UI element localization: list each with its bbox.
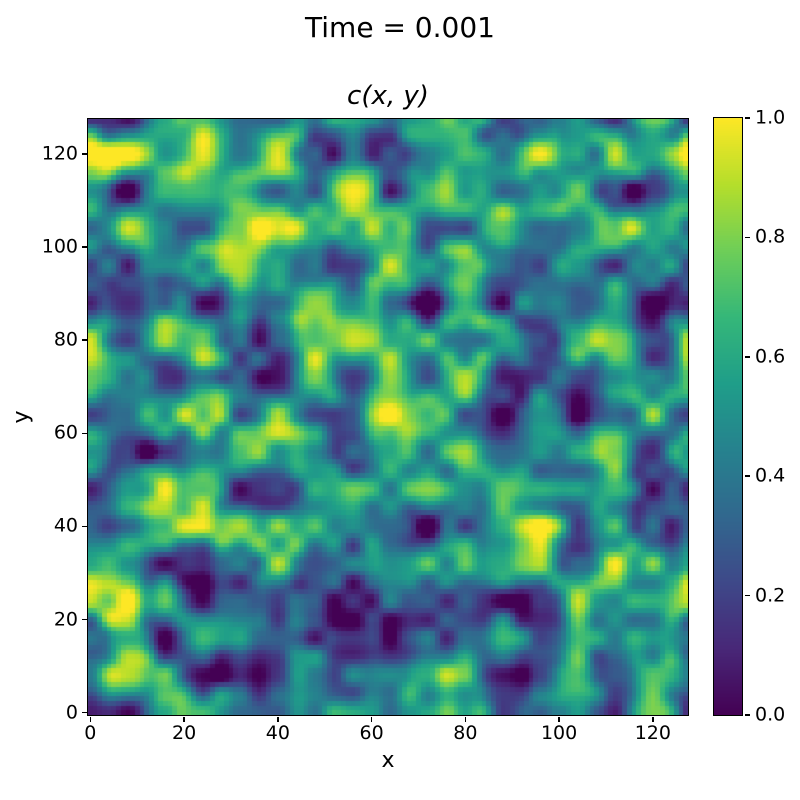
colorbar-tick-label: 1.0 (755, 106, 786, 129)
y-tick-label: 80 (53, 328, 78, 351)
y-tick-label: 60 (53, 421, 78, 444)
x-axis-label: x (381, 748, 395, 773)
x-tick-label: 60 (359, 722, 384, 744)
y-tick-mark (81, 525, 87, 528)
x-tick-mark (464, 716, 467, 722)
colorbar-tick-mark (744, 594, 750, 597)
y-tick-mark (81, 246, 87, 248)
plot-area (86, 117, 689, 716)
colorbar-tick-mark (744, 117, 750, 119)
y-tick-mark (81, 339, 87, 341)
y-tick-mark (81, 153, 87, 155)
y-tick-mark (81, 618, 87, 621)
colorbar-tick-label: 0.0 (755, 703, 786, 726)
colorbar-tick-mark (744, 236, 750, 239)
y-tick-label: 100 (41, 235, 78, 258)
y-axis-label: y (8, 410, 34, 424)
heatmap-image (87, 118, 688, 715)
x-tick-label: 20 (172, 722, 197, 744)
y-tick-mark (81, 711, 87, 714)
colorbar-tick-mark (744, 475, 750, 477)
colorbar (713, 116, 743, 716)
colorbar-tick-label: 0.2 (755, 584, 786, 607)
colorbar-tick-mark (744, 714, 750, 716)
x-tick-label: 0 (84, 722, 97, 744)
x-tick-label: 80 (453, 722, 478, 744)
x-tick-mark (277, 716, 279, 722)
x-tick-label: 100 (540, 722, 578, 744)
colorbar-tick-label: 0.6 (755, 345, 786, 368)
y-tick-label: 20 (53, 608, 78, 631)
x-tick-mark (89, 716, 92, 722)
x-tick-mark (652, 716, 654, 722)
x-tick-mark (183, 716, 185, 722)
axes-title: c(x, y) (347, 81, 429, 111)
x-tick-mark (370, 716, 373, 722)
colorbar-gradient (714, 117, 742, 715)
y-tick-label: 120 (41, 142, 78, 165)
colorbar-tick-label: 0.8 (755, 225, 786, 248)
x-tick-mark (558, 716, 560, 722)
y-tick-label: 40 (53, 514, 78, 537)
x-tick-label: 120 (634, 722, 671, 744)
colorbar-tick-label: 0.4 (755, 464, 786, 487)
y-tick-label: 0 (65, 701, 78, 724)
colorbar-tick-mark (744, 356, 750, 358)
figure-suptitle: Time = 0.001 (305, 11, 495, 44)
x-tick-label: 40 (265, 722, 290, 744)
y-tick-mark (81, 432, 87, 435)
